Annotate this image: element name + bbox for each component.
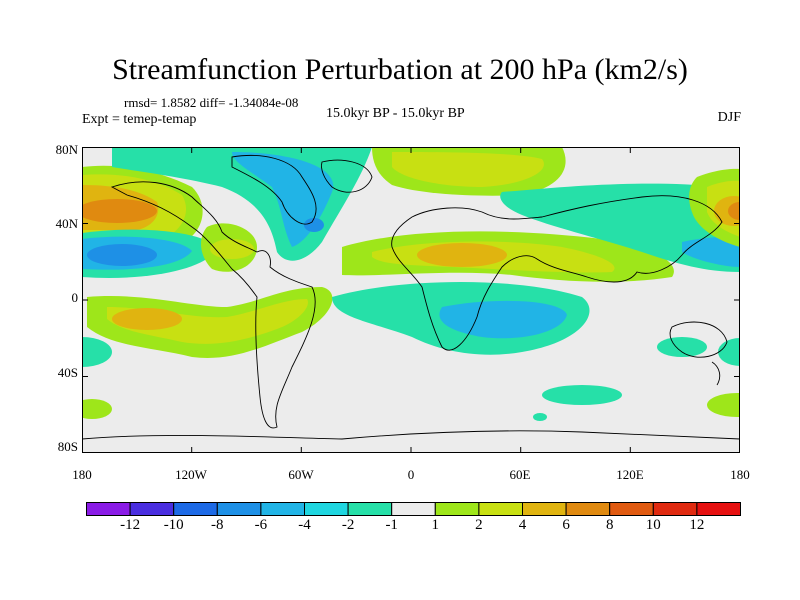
lon-label-120w: 120W	[175, 467, 207, 482]
colorbar-label: 8	[605, 517, 614, 533]
colorbar-swatch	[304, 502, 349, 516]
colorbar-label: -4	[298, 517, 311, 533]
colorbar-label: -2	[341, 517, 355, 533]
lon-label-60e: 60E	[509, 467, 531, 482]
colorbar	[86, 502, 741, 516]
colorbar-swatch	[260, 502, 305, 516]
coastlines	[82, 154, 740, 440]
colorbar-label: -1	[385, 517, 398, 533]
period-label: 15.0kyr BP - 15.0kyr BP	[326, 106, 465, 121]
colorbar-swatch	[216, 502, 262, 516]
lat-ticks	[82, 147, 740, 453]
colorbar-label: 6	[562, 517, 570, 533]
colorbar-label: 10	[645, 517, 661, 533]
colorbar-label: -12	[120, 517, 141, 533]
lat-label-80s: 80S	[57, 439, 78, 454]
map-title: Streamfunction Perturbation at 200 hPa (…	[112, 53, 688, 86]
colorbar-swatch	[609, 502, 654, 516]
colorbar-swatch	[173, 502, 218, 516]
experiment-label: Expt = temep-temap	[82, 112, 197, 127]
contour-field	[82, 147, 740, 421]
colorbar-label: 2	[475, 517, 483, 533]
colorbar-swatch	[565, 502, 611, 516]
colorbar-swatch	[86, 502, 131, 516]
lat-label-0: 0	[71, 290, 79, 305]
colorbar-label: -10	[163, 517, 184, 533]
colorbar-label: -6	[254, 517, 268, 533]
colorbar-label: 4	[518, 517, 527, 533]
lon-ticks	[191, 147, 631, 453]
colorbar-label: -8	[211, 517, 224, 533]
streamfunction-map	[82, 147, 740, 453]
colorbar-swatch	[347, 502, 393, 516]
colorbar-swatch	[696, 502, 741, 516]
colorbar-swatch	[522, 502, 567, 516]
colorbar-swatch	[478, 502, 523, 516]
lat-label-80n: 80N	[55, 142, 78, 157]
stats-text: rmsd= 1.8582 diff= -1.34084e-08	[124, 95, 299, 110]
colorbar-label: 1	[431, 517, 440, 533]
lon-label-0: 0	[407, 467, 415, 482]
lon-label-120e: 120E	[616, 467, 644, 482]
lon-label-180-left: 180	[72, 467, 92, 482]
season-label: DJF	[717, 110, 741, 125]
colorbar-label: 12	[689, 517, 705, 533]
lat-label-40s: 40S	[57, 365, 78, 380]
colorbar-swatch	[129, 502, 175, 516]
lon-label-180-right: 180	[730, 467, 750, 482]
lat-label-40n: 40N	[55, 216, 78, 231]
lon-label-60w: 60W	[288, 467, 314, 482]
colorbar-swatch	[652, 502, 698, 516]
colorbar-swatch	[391, 502, 436, 516]
colorbar-swatch	[434, 502, 480, 516]
